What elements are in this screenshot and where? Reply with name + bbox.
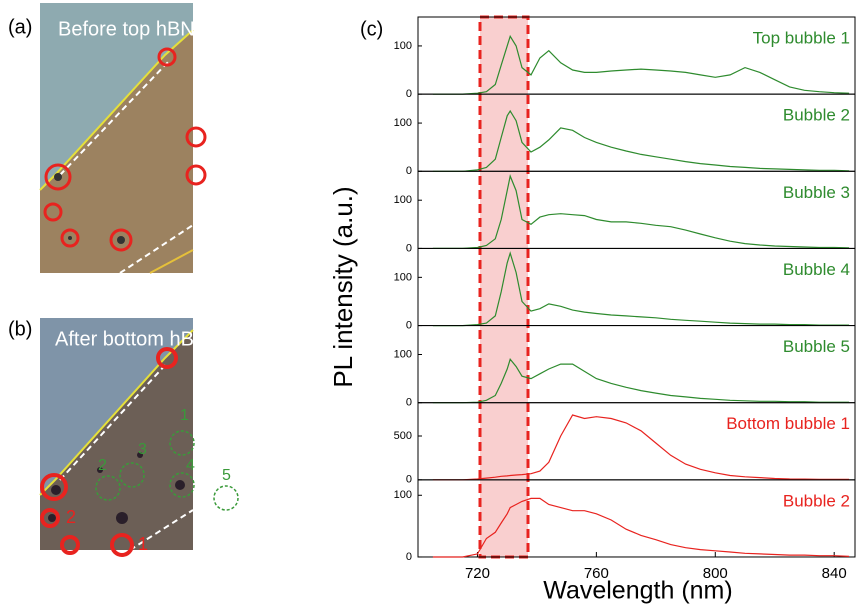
image-caption: Before top hBN xyxy=(58,18,195,40)
x-tick-label: 800 xyxy=(703,565,728,582)
panel-label: (c) xyxy=(360,18,383,40)
x-axis-label: Wavelength (nm) xyxy=(543,577,732,605)
x-tick-label: 760 xyxy=(584,565,609,582)
y-tick-label: 0 xyxy=(406,242,412,254)
x-tick-label: 720 xyxy=(465,565,490,582)
y-tick-label: 100 xyxy=(394,40,412,52)
micrograph-b xyxy=(39,318,239,557)
highlight-window xyxy=(478,15,530,559)
bubble-number: 2 xyxy=(66,507,76,527)
y-tick-label: 0 xyxy=(406,165,412,177)
series-label: Bubble 2 xyxy=(783,106,850,125)
y-tick-label: 100 xyxy=(394,194,412,206)
y-tick-label: 0 xyxy=(406,319,412,331)
y-tick-label: 500 xyxy=(394,430,412,442)
bubble-number: 5 xyxy=(222,467,231,484)
series-label: Top bubble 1 xyxy=(753,28,850,47)
bubble-number: 2 xyxy=(98,457,107,474)
spectrum-line xyxy=(432,34,850,95)
y-tick-label: 0 xyxy=(406,551,412,563)
bubble-number: 3 xyxy=(138,441,147,458)
spectrum-line xyxy=(432,174,850,249)
series-label: Bubble 2 xyxy=(783,491,850,510)
y-axis-label: PL intensity (a.u.) xyxy=(328,186,358,387)
series-label: Bottom bubble 1 xyxy=(726,414,850,433)
spectrum-line xyxy=(432,109,850,172)
y-tick-label: 100 xyxy=(394,117,412,129)
y-tick-label: 0 xyxy=(406,397,412,409)
y-tick-label: 0 xyxy=(406,474,412,486)
spectrum-line xyxy=(432,358,850,404)
panel-label: (a) xyxy=(8,16,32,38)
y-tick-label: 100 xyxy=(394,348,412,360)
spectrum-line xyxy=(432,251,850,327)
plot-frame xyxy=(417,479,856,558)
spectrum-line xyxy=(432,497,850,558)
spectrum-line xyxy=(432,414,850,481)
micrograph-a xyxy=(39,3,207,274)
bubble-number: 4 xyxy=(186,457,195,474)
series-label: Bubble 5 xyxy=(783,337,850,356)
series-label: Bubble 4 xyxy=(783,260,850,279)
x-tick-label: 840 xyxy=(822,565,847,582)
y-tick-label: 0 xyxy=(406,88,412,100)
y-tick-label: 100 xyxy=(394,271,412,283)
y-tick-label: 100 xyxy=(394,489,412,501)
image-caption: After bottom hBN xyxy=(55,328,208,350)
bubble-number: 1 xyxy=(180,407,189,424)
bubble-number: 1 xyxy=(138,534,148,554)
series-label: Bubble 3 xyxy=(783,183,850,202)
panel-label: (b) xyxy=(8,318,32,340)
